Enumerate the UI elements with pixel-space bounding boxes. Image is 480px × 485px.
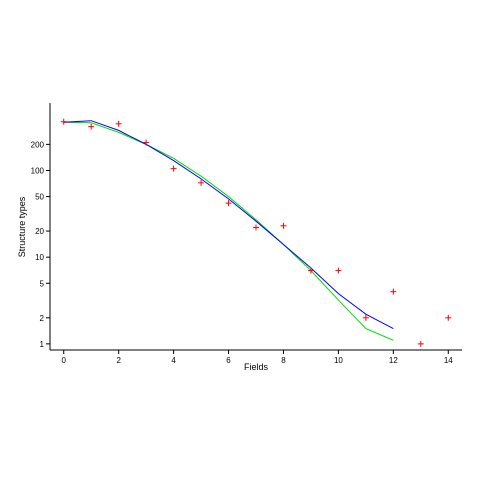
data-point <box>335 267 342 274</box>
data-point <box>143 139 150 146</box>
plot-points <box>60 118 452 347</box>
data-point <box>115 120 122 127</box>
series-line-2 <box>63 120 394 330</box>
y-tick-label: 2 <box>40 314 45 323</box>
plot-lines <box>63 120 394 341</box>
x-tick-label: 4 <box>171 356 176 365</box>
x-tick-label: 2 <box>116 356 121 365</box>
x-tick-label: 8 <box>281 356 286 365</box>
y-tick-label: 20 <box>35 227 44 236</box>
x-tick-label: 10 <box>334 356 343 365</box>
data-point <box>280 222 287 229</box>
y-tick-label: 1 <box>40 340 45 349</box>
x-tick-label: 14 <box>444 356 453 365</box>
data-point <box>307 267 314 274</box>
y-tick-label: 50 <box>35 193 44 202</box>
y-tick-label: 100 <box>31 166 45 175</box>
y-tick-label: 200 <box>31 140 45 149</box>
y-tick-label: 10 <box>35 253 44 262</box>
x-tick-label: 12 <box>389 356 398 365</box>
data-point <box>417 340 424 347</box>
y-ticks: 1 2 5 10 20 50 100 200 <box>31 140 50 349</box>
data-point <box>390 288 397 295</box>
data-point <box>253 224 259 231</box>
data-point <box>198 179 205 186</box>
data-point <box>60 118 67 125</box>
data-point <box>362 314 369 321</box>
data-point <box>225 200 232 207</box>
data-point <box>88 123 95 130</box>
data-point <box>170 165 177 172</box>
series-line-1 <box>63 121 394 341</box>
x-ticks: 0 2 4 6 8 10 12 14 <box>62 350 453 365</box>
x-tick-label: 0 <box>62 356 67 365</box>
x-axis-label: Fields <box>244 362 269 372</box>
y-tick-label: 5 <box>40 279 45 288</box>
x-tick-label: 6 <box>226 356 231 365</box>
y-axis-label: Structure types <box>17 196 27 257</box>
data-point <box>445 314 452 321</box>
